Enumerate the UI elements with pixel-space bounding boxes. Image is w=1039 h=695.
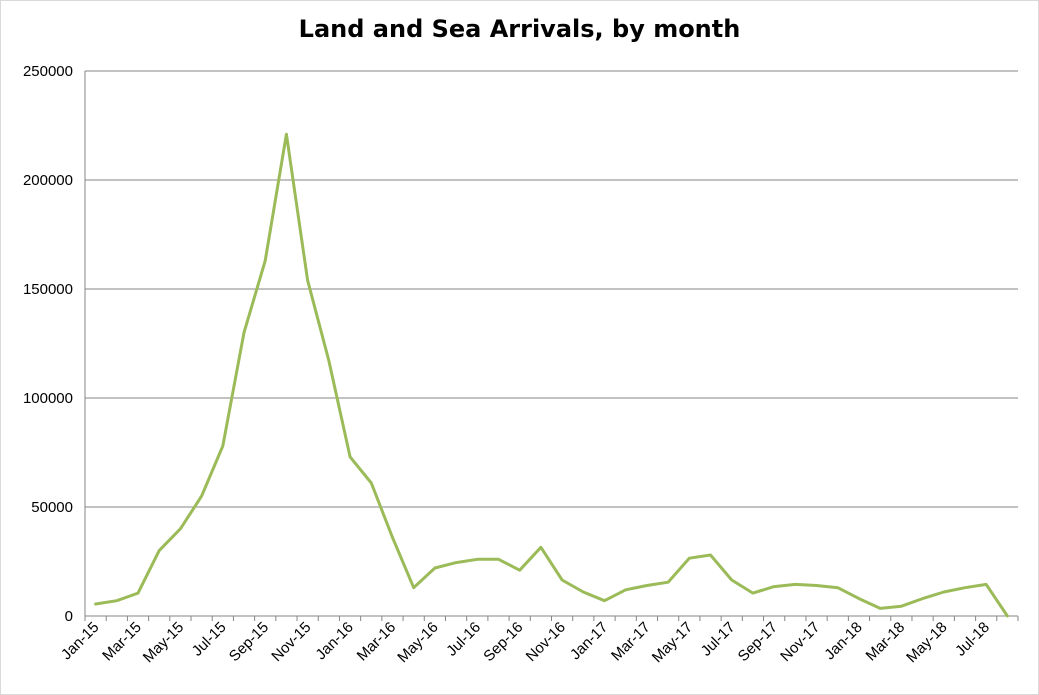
y-tick-label: 250000 <box>23 63 73 80</box>
data-point <box>666 580 670 584</box>
data-point <box>454 561 458 565</box>
x-tick-label: Jul-17 <box>698 619 739 660</box>
x-tick-label: Jul-15 <box>189 619 230 660</box>
data-point <box>836 586 840 590</box>
x-tick-label: Jan-17 <box>567 619 611 663</box>
data-point <box>793 582 797 586</box>
data-point <box>963 586 967 590</box>
data-point <box>157 549 161 553</box>
data-point <box>772 585 776 589</box>
data-point <box>815 583 819 587</box>
y-tick-label: 150000 <box>23 281 73 298</box>
data-point <box>306 278 310 282</box>
x-tick-label: Mar-16 <box>354 619 400 665</box>
data-point <box>390 536 394 540</box>
data-point <box>263 259 267 263</box>
data-point <box>178 527 182 531</box>
data-point <box>496 557 500 561</box>
data-point <box>730 578 734 582</box>
x-tick-label: Sep-15 <box>226 619 272 665</box>
data-point <box>221 444 225 448</box>
x-tick-label: Nov-15 <box>268 619 314 665</box>
x-tick-label: May-18 <box>903 619 950 666</box>
data-point <box>899 604 903 608</box>
x-tick-label: Jul-16 <box>443 619 484 660</box>
x-tick-label: Mar-17 <box>608 619 654 665</box>
y-tick-label: 100000 <box>23 390 73 407</box>
data-point <box>581 590 585 594</box>
data-point <box>284 132 288 136</box>
data-point <box>200 494 204 498</box>
data-point <box>560 578 564 582</box>
x-tick-label: Mar-18 <box>863 619 909 665</box>
data-point <box>603 599 607 603</box>
x-tick-label: Nov-17 <box>777 619 823 665</box>
data-point <box>539 545 543 549</box>
data-point <box>369 481 373 485</box>
data-point <box>878 606 882 610</box>
x-tick-label: Jan-15 <box>58 619 102 663</box>
y-tick-label: 50000 <box>31 499 73 516</box>
x-tick-label: May-15 <box>140 619 187 666</box>
data-point <box>857 597 861 601</box>
x-tick-label: Jan-16 <box>312 619 356 663</box>
x-tick-label: Mar-15 <box>99 619 145 665</box>
x-tick-label: Jan-18 <box>821 619 865 663</box>
x-tick-label: May-17 <box>649 619 696 666</box>
y-tick-label: 200000 <box>23 172 73 189</box>
data-point <box>921 597 925 601</box>
data-point <box>687 556 691 560</box>
x-tick-label: Sep-17 <box>735 619 781 665</box>
data-point <box>942 590 946 594</box>
data-point <box>242 331 246 335</box>
y-tick-label: 0 <box>65 608 73 625</box>
x-tick-label: Nov-16 <box>523 619 569 665</box>
series-line <box>94 132 1009 618</box>
data-point <box>327 359 331 363</box>
data-point <box>136 591 140 595</box>
data-point <box>115 599 119 603</box>
data-point <box>412 586 416 590</box>
data-point <box>518 568 522 572</box>
data-point <box>709 553 713 557</box>
data-point <box>475 557 479 561</box>
data-point <box>751 591 755 595</box>
x-tick-label: Sep-16 <box>480 619 526 665</box>
data-point <box>645 583 649 587</box>
data-point <box>624 588 628 592</box>
x-tick-label: Jul-18 <box>952 619 993 660</box>
data-point <box>94 602 98 606</box>
data-point <box>984 582 988 586</box>
data-point <box>348 455 352 459</box>
chart-title: Land and Sea Arrivals, by month <box>298 15 741 43</box>
x-tick-label: May-16 <box>394 619 441 666</box>
data-point <box>433 566 437 570</box>
data-point <box>1005 614 1009 618</box>
